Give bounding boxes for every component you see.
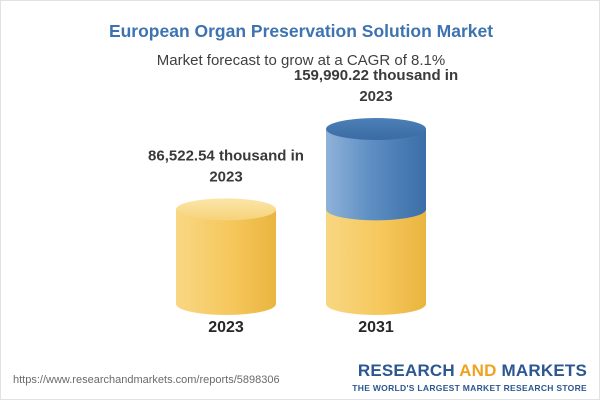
data-label-2031: 159,990.22 thousand in 2023: [294, 67, 458, 105]
bar-2023-body: [176, 209, 276, 315]
brand-tagline: THE WORLD'S LARGEST MARKET RESEARCH STOR…: [352, 383, 587, 393]
brand-name-part1: RESEARCH: [357, 361, 460, 380]
bar-2031-base-body: [326, 209, 426, 315]
bar-2031-growth: [326, 118, 426, 221]
brand-name-part3: MARKETS: [496, 361, 587, 380]
brand-name: RESEARCH AND MARKETS: [352, 361, 587, 381]
bar-2031-growth-body: [326, 129, 426, 221]
brand-name-part2: AND: [459, 361, 497, 380]
bar-2023-top: [176, 198, 276, 221]
source-url[interactable]: https://www.researchandmarkets.com/repor…: [13, 374, 280, 386]
chart-title: European Organ Preservation Solution Mar…: [108, 21, 494, 41]
data-label-2023: 86,522.54 thousand in 2023: [148, 147, 304, 185]
chart-subtitle: Market forecast to grow at a CAGR of 8.1…: [156, 52, 446, 69]
category-label-2023: 2023: [208, 319, 244, 336]
bar-2023: [176, 198, 276, 315]
category-label-2031: 2031: [358, 319, 394, 336]
bar-2031-growth-top: [326, 118, 426, 140]
brand-logo: RESEARCH AND MARKETS THE WORLD'S LARGEST…: [352, 361, 587, 393]
